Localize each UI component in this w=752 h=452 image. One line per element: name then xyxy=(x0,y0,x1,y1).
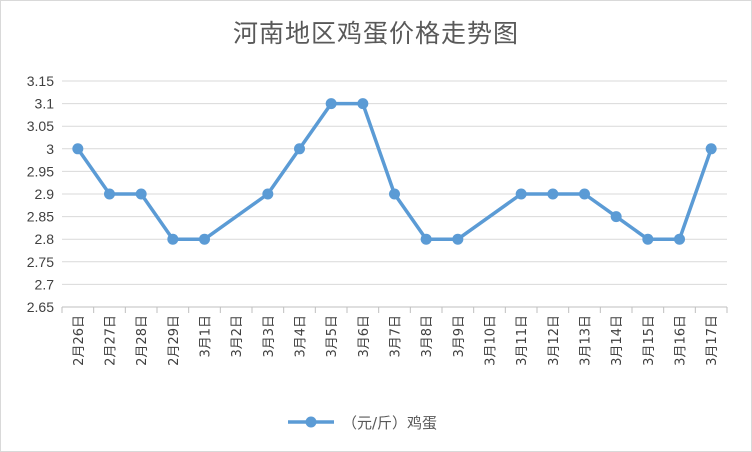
data-point xyxy=(72,143,84,155)
y-tick-label: 2.85 xyxy=(27,209,54,225)
x-tick-label: 3月16日 xyxy=(674,315,689,366)
data-point xyxy=(674,233,685,245)
x-axis: 2月26日 2月27日 2月28日 2月29日 3月1日 3月2日 3月3日 3月4日 3月5日… xyxy=(61,306,728,366)
data-point xyxy=(515,188,527,200)
y-tick-label: 2.75 xyxy=(27,254,54,270)
y-tick-label: 3.15 xyxy=(27,73,54,89)
data-point xyxy=(167,233,179,245)
data-point xyxy=(705,143,717,155)
data-point xyxy=(452,233,464,245)
data-point xyxy=(420,233,432,245)
y-tick-label: 2.8 xyxy=(35,231,55,247)
legend-swatch-marker xyxy=(305,416,317,428)
y-tick-label: 3.05 xyxy=(27,118,54,134)
x-tick-label: 2月29日 xyxy=(167,315,182,366)
x-tick-label: 3月1日 xyxy=(199,315,214,358)
y-tick-label: 3.1 xyxy=(35,96,55,112)
y-tick-label: 2.7 xyxy=(35,276,55,292)
legend: （元/斤）鸡蛋 xyxy=(288,414,437,432)
x-tick-label: 3月5日 xyxy=(325,315,340,358)
data-point xyxy=(294,143,305,155)
data-point xyxy=(325,98,337,110)
gridlines xyxy=(62,80,727,285)
x-tick-label: 3月14日 xyxy=(610,315,625,366)
x-tick-label: 3月2日 xyxy=(230,315,245,358)
data-point xyxy=(135,188,147,200)
x-tick-label: 2月27日 xyxy=(104,315,119,366)
data-point xyxy=(610,211,622,223)
x-tick-label: 3月6日 xyxy=(357,315,372,358)
data-point xyxy=(579,188,590,200)
series-layer xyxy=(72,98,717,245)
data-point xyxy=(357,98,369,110)
data-point xyxy=(642,233,654,245)
x-tick-label: 3月11日 xyxy=(515,315,530,366)
data-point xyxy=(547,188,559,200)
y-tick-label: 2.95 xyxy=(27,163,54,179)
x-tick-label: 3月4日 xyxy=(294,315,309,358)
x-tick-label: 3月12日 xyxy=(547,315,562,366)
data-point xyxy=(262,188,274,200)
x-tick-label: 3月3日 xyxy=(262,315,277,358)
data-point xyxy=(389,188,400,200)
x-tick-label: 2月26日 xyxy=(72,315,87,366)
x-tick-label: 3月9日 xyxy=(452,315,467,358)
legend-label: （元/斤）鸡蛋 xyxy=(342,414,437,432)
x-tick-label: 3月8日 xyxy=(420,315,435,358)
x-tick-label: 2月28日 xyxy=(135,315,150,366)
x-tick-label: 3月13日 xyxy=(579,315,594,366)
data-point xyxy=(104,188,115,200)
x-tick-label: 3月15日 xyxy=(642,315,657,366)
y-axis: 2.65 2.7 2.75 2.8 2.85 2.9 2.95 3 3.05 3.1 3.15 xyxy=(27,73,54,315)
y-tick-label: 3 xyxy=(46,141,54,157)
y-tick-label: 2.9 xyxy=(35,186,55,202)
x-tick-label: 3月10日 xyxy=(484,315,499,366)
chart-title: 河南地区鸡蛋价格走势图 xyxy=(232,19,519,48)
x-tick-label: 3月7日 xyxy=(389,315,404,358)
x-tick-label: 3月17日 xyxy=(705,315,720,366)
data-point xyxy=(199,233,210,245)
y-tick-label: 2.65 xyxy=(27,299,54,315)
